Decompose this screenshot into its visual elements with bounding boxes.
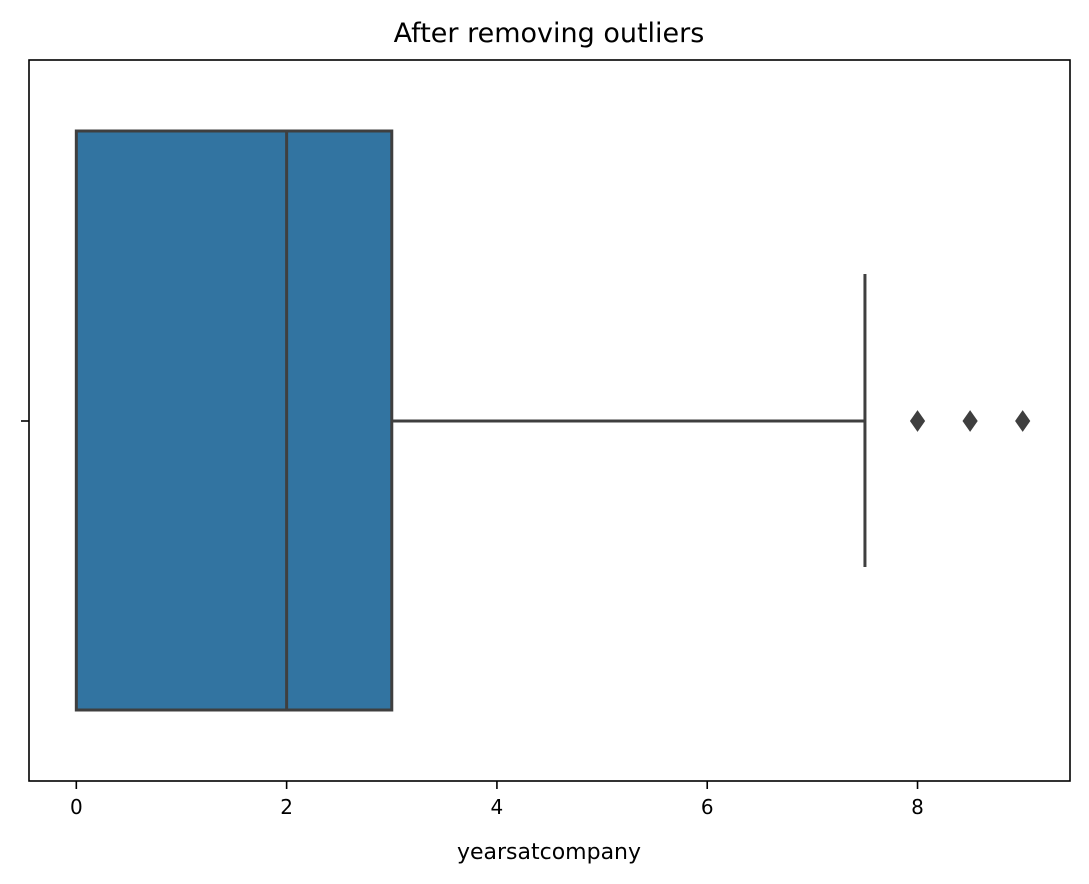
outlier-point — [1015, 410, 1031, 432]
outlier-point — [909, 410, 926, 432]
x-tick-label: 6 — [701, 795, 714, 819]
x-axis-label: yearsatcompany — [457, 840, 641, 865]
chart-title: After removing outliers — [394, 18, 705, 49]
outlier-point — [962, 410, 978, 432]
plot-layer — [74, 129, 1031, 712]
x-tick-label: 8 — [911, 795, 924, 819]
x-tick-label: 2 — [280, 795, 293, 819]
x-axis: 0 2 4 6 8 — [70, 781, 924, 819]
x-tick-label: 0 — [70, 795, 83, 819]
box-iqr — [74, 129, 394, 712]
x-tick-label: 4 — [491, 795, 504, 819]
